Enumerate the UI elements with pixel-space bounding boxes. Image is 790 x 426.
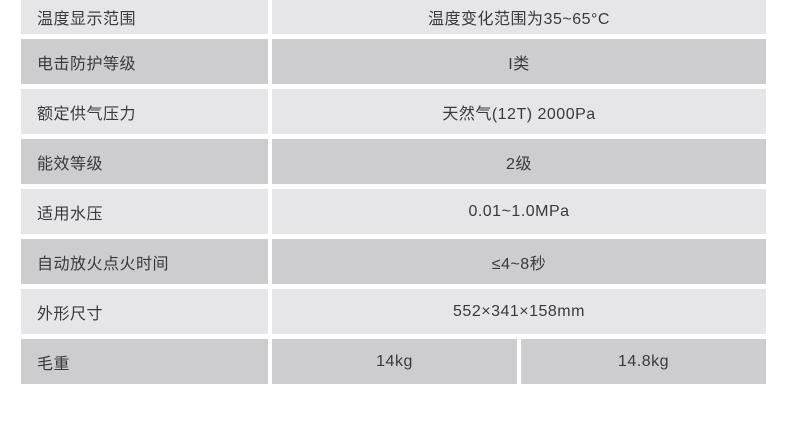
table-row: 温度显示范围 温度变化范围为35~65°C bbox=[21, 0, 766, 34]
table-row: 自动放火点火时间 ≤4~8秒 bbox=[21, 239, 766, 284]
spec-value: 天然气(12T) 2000Pa bbox=[272, 89, 766, 134]
spec-value: 14kg bbox=[272, 339, 517, 384]
spec-value: 温度变化范围为35~65°C bbox=[272, 0, 766, 34]
spec-value: 552×341×158mm bbox=[272, 289, 766, 334]
spec-label: 额定供气压力 bbox=[21, 89, 268, 134]
spec-label: 毛重 bbox=[21, 339, 268, 384]
table-row: 电击防护等级 I类 bbox=[21, 39, 766, 84]
table-row: 能效等级 2级 bbox=[21, 139, 766, 184]
spec-label: 适用水压 bbox=[21, 189, 268, 234]
spec-value: I类 bbox=[272, 39, 766, 84]
spec-label: 能效等级 bbox=[21, 139, 268, 184]
spec-label: 自动放火点火时间 bbox=[21, 239, 268, 284]
spec-value: 0.01~1.0MPa bbox=[272, 189, 766, 234]
table-row: 毛重 14kg 14.8kg bbox=[21, 339, 766, 384]
table-row: 额定供气压力 天然气(12T) 2000Pa bbox=[21, 89, 766, 134]
spec-value: 2级 bbox=[272, 139, 766, 184]
table-row: 外形尺寸 552×341×158mm bbox=[21, 289, 766, 334]
spec-value: ≤4~8秒 bbox=[272, 239, 766, 284]
spec-label: 外形尺寸 bbox=[21, 289, 268, 334]
table-row: 适用水压 0.01~1.0MPa bbox=[21, 189, 766, 234]
spec-value: 14.8kg bbox=[521, 339, 766, 384]
spec-label: 温度显示范围 bbox=[21, 0, 268, 34]
spec-table: 温度显示范围 温度变化范围为35~65°C 电击防护等级 I类 额定供气压力 天然气(12… bbox=[21, 0, 766, 384]
spec-label: 电击防护等级 bbox=[21, 39, 268, 84]
